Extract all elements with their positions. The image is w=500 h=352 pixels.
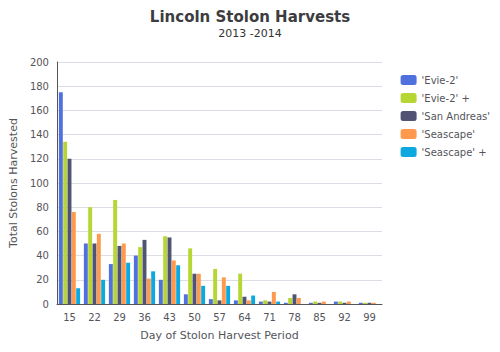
svg-text:29: 29 <box>113 312 126 323</box>
svg-text:180: 180 <box>30 81 49 92</box>
svg-text:22: 22 <box>88 312 101 323</box>
svg-text:15: 15 <box>63 312 76 323</box>
svg-text:2013 -2014: 2013 -2014 <box>218 27 281 40</box>
svg-text:50: 50 <box>188 312 201 323</box>
svg-text:'Seascape': 'Seascape' <box>422 129 475 140</box>
svg-text:Lincoln Stolon Harvests: Lincoln Stolon Harvests <box>150 8 350 26</box>
svg-text:Day of Stolon Harvest Period: Day of Stolon Harvest Period <box>140 329 298 342</box>
svg-text:0: 0 <box>43 299 49 310</box>
svg-text:'San Andreas': 'San Andreas' <box>422 111 490 122</box>
svg-text:120: 120 <box>30 153 49 164</box>
svg-text:36: 36 <box>138 312 151 323</box>
svg-text:40: 40 <box>36 250 49 261</box>
svg-text:57: 57 <box>213 312 226 323</box>
svg-text:160: 160 <box>30 105 49 116</box>
svg-text:100: 100 <box>30 178 49 189</box>
svg-text:'Evie-2': 'Evie-2' <box>422 75 459 86</box>
svg-text:20: 20 <box>36 274 49 285</box>
svg-text:64: 64 <box>238 312 251 323</box>
svg-text:140: 140 <box>30 129 49 140</box>
svg-text:85: 85 <box>313 312 326 323</box>
svg-text:80: 80 <box>36 202 49 213</box>
svg-text:'Seascape' +: 'Seascape' + <box>422 147 487 158</box>
svg-text:43: 43 <box>163 312 176 323</box>
svg-text:71: 71 <box>263 312 276 323</box>
svg-text:99: 99 <box>363 312 376 323</box>
svg-text:'Evie-2' +: 'Evie-2' + <box>422 93 470 104</box>
svg-text:60: 60 <box>36 226 49 237</box>
svg-text:92: 92 <box>338 312 351 323</box>
svg-text:78: 78 <box>288 312 301 323</box>
svg-text:Total Stolons Harvested: Total Stolons Harvested <box>7 118 20 249</box>
svg-text:200: 200 <box>30 57 49 68</box>
